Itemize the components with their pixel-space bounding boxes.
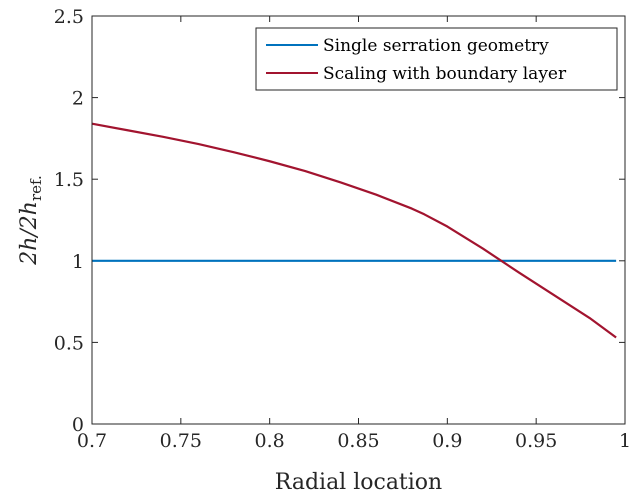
x-tick-label: 0.7 [77,430,107,452]
legend-label-single-serration: Single serration geometry [323,36,549,56]
y-tick-label: 1.5 [54,169,84,191]
x-tick-label: 0.8 [255,430,285,452]
axes-box [91,15,626,425]
y-tick-labels: 0 0.5 1 1.5 2 2.5 [54,6,84,436]
x-axis-title: Radial location [275,470,442,495]
y-tick-label: 2.5 [54,6,84,28]
y-axis-title-base: 2h/2h [17,201,42,266]
y-tick-label: 2 [72,88,84,110]
legend-box [255,27,618,91]
y-tick-label: 1 [72,251,84,273]
x-tick-label: 0.95 [515,430,557,452]
y-axis-title-subscript: ref. [27,175,45,201]
x-tick-label: 1 [619,430,631,452]
legend-label-boundary-layer: Scaling with boundary layer [323,64,567,84]
y-tick-label: 0 [72,414,84,436]
x-tick-label: 0.85 [337,430,379,452]
y-axis-title: 2h/2href. [17,175,45,266]
x-tick-labels: 0.7 0.75 0.8 0.85 0.9 0.95 1 [77,430,631,452]
y-tick-label: 0.5 [54,332,84,354]
series-layer [91,122,617,339]
x-tick-label: 0.75 [160,430,202,452]
series-line-boundary-layer [91,122,617,339]
legend: Single serration geometry Scaling with b… [255,27,618,91]
x-tick-label: 0.9 [432,430,462,452]
